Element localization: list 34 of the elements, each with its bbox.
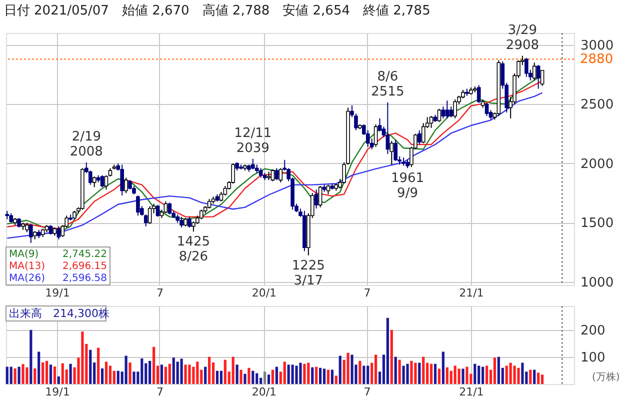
annotation: 12/11 2039 (234, 126, 272, 156)
ref-line-label: 2880 (580, 52, 614, 68)
x-tick-label: 20/1 (252, 386, 277, 397)
chart-title: 出来高 214,300株 (9, 307, 110, 320)
y-tick-label: 2000 (580, 156, 614, 172)
y-axis-title: (万株) (592, 371, 620, 383)
annotation: 1425 8/26 (176, 234, 210, 265)
annotation: 2,596.58 (62, 273, 107, 284)
y-tick-label: 1000 (580, 276, 614, 291)
annotation: 1225 3/17 (292, 258, 325, 288)
x-tick-label: 7 (156, 286, 164, 300)
text: MA(13) (9, 261, 46, 272)
x-tick-label: 19/1 (45, 386, 70, 397)
y-tick-label: 100 (580, 350, 606, 366)
x-tick-label: 7 (364, 286, 371, 300)
annotation: 2,745.22 (62, 249, 107, 260)
y-tick-label: 200 (580, 324, 606, 339)
x-tick-label: 21/1 (459, 386, 484, 397)
annotation: 1961 9/9 (390, 171, 424, 202)
annotation: 2,696.15 (62, 261, 107, 272)
annotation: 3/29 2908 (506, 22, 540, 53)
y-tick-label: 1500 (580, 216, 614, 232)
x-tick-label: 21/1 (459, 286, 484, 300)
x-tick-label: 7 (364, 386, 371, 397)
x-tick-label: 19/1 (45, 286, 70, 300)
text: MA(26) (9, 273, 46, 284)
x-tick-label: 20/1 (252, 286, 277, 300)
y-tick-label: 2500 (580, 98, 614, 113)
annotation: 2/19 2008 (70, 130, 103, 160)
y-tick-label: 3000 (580, 38, 614, 54)
x-tick-label: 7 (156, 386, 164, 397)
chart-title: 日付 2021/05/07 始値 2,670 高値 2,788 安値 2,654 終値 2,785 (4, 2, 430, 18)
text: MA(9) (9, 249, 39, 260)
annotation: 8/6 2515 (371, 69, 404, 100)
